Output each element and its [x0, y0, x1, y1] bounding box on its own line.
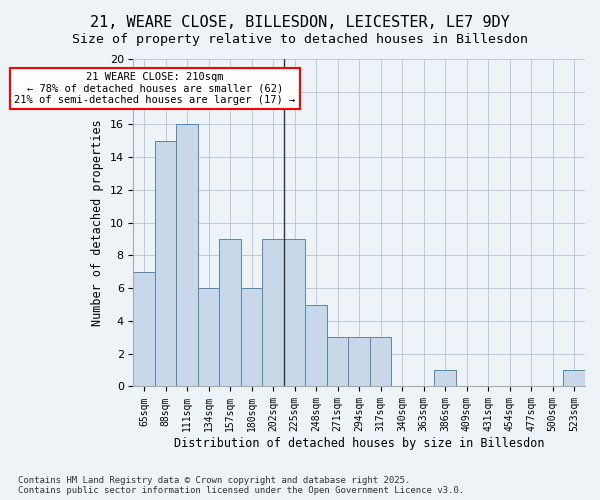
Bar [284, 239, 305, 386]
Bar [349, 338, 370, 386]
Bar [220, 239, 241, 386]
Bar [563, 370, 585, 386]
Text: 21, WEARE CLOSE, BILLESDON, LEICESTER, LE7 9DY: 21, WEARE CLOSE, BILLESDON, LEICESTER, L… [90, 15, 510, 30]
Bar [241, 288, 262, 386]
Bar [370, 338, 391, 386]
Text: Size of property relative to detached houses in Billesdon: Size of property relative to detached ho… [72, 32, 528, 46]
Text: Contains HM Land Registry data © Crown copyright and database right 2025.
Contai: Contains HM Land Registry data © Crown c… [18, 476, 464, 495]
Text: 21 WEARE CLOSE: 210sqm
← 78% of detached houses are smaller (62)
21% of semi-det: 21 WEARE CLOSE: 210sqm ← 78% of detached… [14, 72, 296, 106]
Bar [305, 304, 327, 386]
Bar [198, 288, 220, 386]
Bar [176, 124, 198, 386]
Bar [327, 338, 349, 386]
Bar [155, 141, 176, 386]
X-axis label: Distribution of detached houses by size in Billesdon: Distribution of detached houses by size … [174, 437, 544, 450]
Bar [262, 239, 284, 386]
Y-axis label: Number of detached properties: Number of detached properties [91, 120, 104, 326]
Bar [133, 272, 155, 386]
Bar [434, 370, 456, 386]
